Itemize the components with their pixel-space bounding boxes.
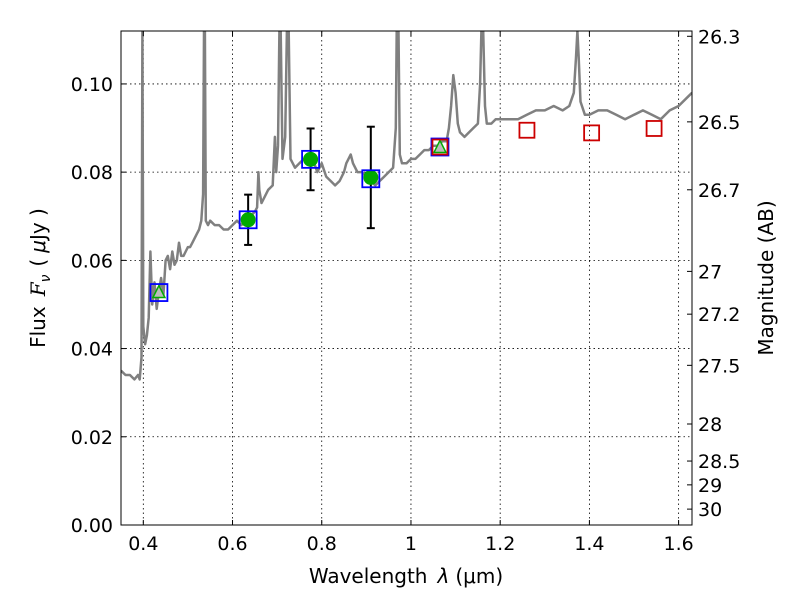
- x-tick-label: 0.4: [128, 533, 158, 555]
- y2-tick-label: 30: [698, 499, 722, 521]
- x-axis-label: Wavelength λ (μm): [309, 564, 503, 588]
- upper-limit-marker: [151, 283, 167, 299]
- y2-tick-label: 26.3: [698, 26, 740, 48]
- y2-tick-label: 28: [698, 414, 722, 436]
- y-tick-label: 0.04: [71, 339, 113, 361]
- predicted-square: [431, 138, 449, 156]
- observed-point: [240, 212, 256, 228]
- y-tick-label: 0.08: [71, 162, 113, 184]
- y2-tick-label: 29: [698, 475, 722, 497]
- y-tick-label: 0.00: [71, 515, 113, 537]
- plot-area: [121, 31, 692, 525]
- predicted-square: [645, 120, 663, 137]
- predicted-square: [583, 124, 601, 142]
- model-square: [361, 169, 381, 189]
- data-markers: [149, 120, 663, 302]
- x-tick-label: 0.8: [307, 533, 337, 555]
- model-square: [430, 137, 450, 157]
- y2-tick-label: 27.5: [698, 355, 740, 377]
- x-tick-label: 1.4: [574, 533, 604, 555]
- upper-limit-marker: [432, 138, 448, 154]
- y-tick-label: 0.02: [71, 427, 113, 449]
- observed-point: [363, 169, 379, 185]
- x-tick-label: 0.6: [217, 533, 247, 555]
- observed-point: [303, 151, 319, 167]
- x-tick-label: 1.2: [485, 533, 515, 555]
- y2-tick-label: 28.5: [698, 451, 740, 473]
- y2-axis-label: Magnitude (AB): [754, 200, 778, 355]
- axis-ticks: 0.4 0.6 0.8 1 1.2 1.4 1.6 0.00 0.02 0.04 0.06 0.08 0…: [71, 26, 741, 555]
- model-spectrum: [121, 31, 692, 381]
- y-tick-label: 0.10: [71, 74, 113, 96]
- y-tick-label: 0.06: [71, 250, 113, 272]
- model-square: [149, 283, 169, 302]
- x-tick-label: 1: [405, 533, 417, 555]
- y2-tick-label: 27.2: [698, 304, 740, 326]
- model-square: [301, 149, 320, 169]
- y-axis-label: FluxFν(μJy ): [26, 208, 54, 348]
- x-tick-label: 1.6: [664, 533, 694, 555]
- y2-tick-label: 27: [698, 261, 722, 283]
- plot-frame: [120, 30, 693, 526]
- y2-tick-label: 26.7: [698, 180, 740, 202]
- predicted-square: [518, 121, 536, 139]
- model-square: [238, 210, 258, 230]
- model-spectrum-line: [121, 31, 692, 381]
- y2-tick-label: 26.5: [698, 112, 740, 134]
